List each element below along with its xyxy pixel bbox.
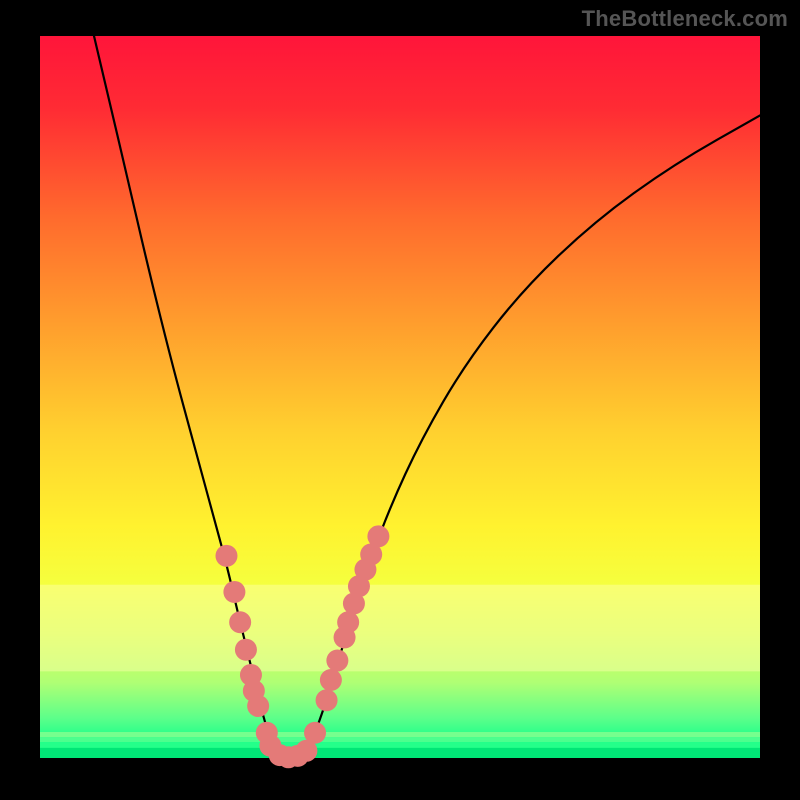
data-marker (223, 581, 245, 603)
data-marker (229, 611, 251, 633)
data-marker (320, 669, 342, 691)
data-marker (316, 689, 338, 711)
data-marker (215, 545, 237, 567)
data-marker (367, 525, 389, 547)
watermark-text: TheBottleneck.com (582, 6, 788, 32)
data-marker (304, 722, 326, 744)
chart-container: TheBottleneck.com (0, 0, 800, 800)
bottom-stripe (40, 737, 760, 742)
data-marker (337, 611, 359, 633)
bottom-stripe (40, 742, 760, 748)
bottom-stripe (40, 732, 760, 737)
pale-band (40, 585, 760, 672)
data-marker (235, 639, 257, 661)
bottleneck-chart-svg (0, 0, 800, 800)
bottom-stripe (40, 748, 760, 758)
data-marker (247, 695, 269, 717)
data-marker (326, 650, 348, 672)
